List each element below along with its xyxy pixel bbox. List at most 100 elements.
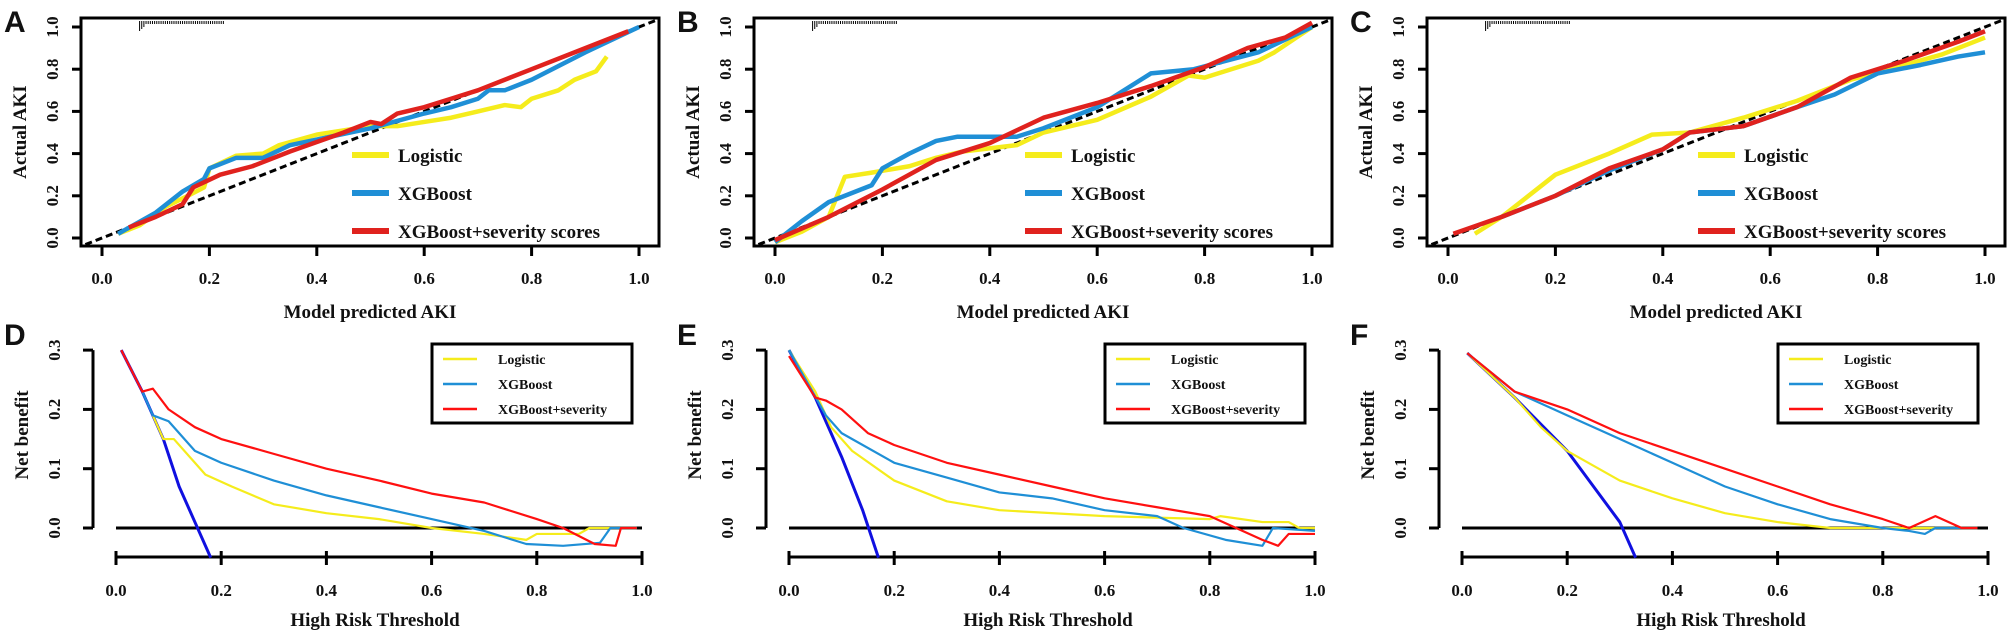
panel-e: E 0.0 0.2 0.4 0.6 0.8 1.0 0.0 0.1 0.2 0.3 High Risk… [677,319,1326,631]
legend-label: XGBoost+severity [1171,403,1280,418]
x-tick-label: 0.6 [1767,581,1788,600]
x-tick-label: 0.2 [199,269,220,288]
legend-label: XGBoost+severity [498,403,607,418]
series-line-logistic [117,55,609,236]
x-tick-label: 0.2 [872,269,893,288]
y-tick-label: 0.2 [43,185,62,206]
x-tick-label: 0.8 [526,581,547,600]
legend-label: XGBoost+severity scores [1071,222,1273,243]
panel-label: E [677,319,697,352]
series-line-logistic [788,349,1315,530]
x-tick-label: 0.0 [105,581,126,600]
panel-d: D 0.0 0.2 0.4 0.6 0.8 1.0 0.0 0.1 0.2 0.3 High Risk… [4,319,653,631]
x-tick-label: 0.8 [521,269,542,288]
panel-a: A 0.0 0.2 0.4 0.6 0.8 1.0 0.0 0.2 0.4 0.6 0.8 1.0 Mod… [4,6,661,323]
y-tick-label: 0.4 [716,142,735,164]
y-axis-title: Net benefit [12,390,33,480]
panel-label: C [1350,6,1372,39]
series-line-logistic [1466,352,1978,530]
y-tick-label: 0.6 [716,101,735,122]
x-axis-title: Model predicted AKI [284,302,457,323]
x-tick-label: 0.0 [1437,269,1458,288]
y-tick-label: 0.3 [45,339,64,360]
y-tick-label: 0.0 [1391,517,1410,538]
x-tick-label: 1.0 [1977,581,1998,600]
y-tick-label: 0.2 [1389,185,1408,206]
y-tick-label: 0.0 [45,517,64,538]
x-tick-label: 0.0 [1451,581,1472,600]
panel-f: F 0.0 0.2 0.4 0.6 0.8 1.0 0.0 0.1 0.2 0.3 High Risk… [1350,319,1999,631]
series-line-xgboost [788,349,1316,547]
series-line-xgboost-severity-scores [774,20,1314,243]
x-axis-title: Model predicted AKI [1630,302,1803,323]
x-tick-label: 0.0 [91,269,112,288]
x-tick-label: 0.6 [1087,269,1108,288]
series-line-logistic [774,25,1314,245]
x-tick-label: 0.6 [421,581,442,600]
x-tick-label: 0.4 [316,581,338,600]
panel-label: B [677,6,699,39]
y-axis-title: Actual AKI [1356,85,1377,178]
plot-frame [752,16,1334,248]
y-tick-label: 0.2 [718,399,737,420]
y-tick-label: 0.6 [43,101,62,122]
legend-label: XGBoost [398,184,473,205]
y-tick-label: 0.0 [43,227,62,248]
x-axis-title: High Risk Threshold [963,610,1133,631]
x-axis-title: High Risk Threshold [1636,610,1806,631]
x-tick-label: 0.4 [1652,269,1674,288]
legend-label: XGBoost [498,378,553,393]
series-line-logistic [151,414,637,541]
x-tick-label: 0.8 [1199,581,1220,600]
x-tick-label: 1.0 [1304,581,1325,600]
y-tick-label: 0.0 [1389,227,1408,248]
panel-b: B 0.0 0.2 0.4 0.6 0.8 1.0 0.0 0.2 0.4 0.6 0.8 1.0 Mod… [677,6,1334,323]
y-tick-label: 0.3 [718,339,737,360]
legend-label: Logistic [1171,353,1218,368]
y-tick-label: 1.0 [1389,16,1408,37]
legend-label: XGBoost [1171,378,1226,393]
y-tick-label: 0.6 [1389,101,1408,122]
series-line-xgboost-severity [120,349,637,547]
y-tick-label: 0.8 [716,59,735,80]
x-tick-label: 0.8 [1194,269,1215,288]
legend-label: XGBoost [1071,184,1146,205]
y-axis-title: Net benefit [1358,390,1379,480]
x-tick-label: 1.0 [1974,269,1995,288]
plot-area [1427,18,2005,246]
legend-label: Logistic [398,146,462,167]
x-tick-label: 0.0 [778,581,799,600]
y-tick-label: 0.8 [1389,59,1408,80]
x-tick-label: 0.4 [979,269,1001,288]
x-tick-label: 1.0 [1301,269,1322,288]
series-line-xgboost-severity [1466,352,1978,530]
x-tick-label: 0.0 [764,269,785,288]
y-tick-label: 0.8 [43,59,62,80]
legend-label: Logistic [1071,146,1135,167]
plot-area [81,18,659,246]
x-tick-label: 0.2 [884,581,905,600]
plot-frame [1425,16,2007,248]
y-tick-label: 1.0 [43,16,62,37]
x-tick-label: 0.6 [414,269,435,288]
legend-label: Logistic [1844,353,1891,368]
legend-label: Logistic [498,353,545,368]
series-line-xgboost [141,391,637,547]
y-tick-label: 0.4 [1389,142,1408,164]
x-tick-label: 0.2 [1545,269,1566,288]
y-axis-title: Actual AKI [683,85,704,178]
x-axis-title: High Risk Threshold [290,610,460,631]
y-axis-title: Net benefit [685,390,706,480]
y-tick-label: 0.0 [718,517,737,538]
y-tick-label: 0.1 [718,458,737,479]
x-tick-label: 0.4 [306,269,328,288]
y-tick-label: 1.0 [716,16,735,37]
legend-label: XGBoost+severity scores [398,222,600,243]
panel-label: A [4,6,26,39]
y-tick-label: 0.1 [1391,458,1410,479]
x-tick-label: 0.4 [1662,581,1684,600]
series-line-xgboost-severity-scores [1452,29,1986,236]
x-tick-label: 0.8 [1872,581,1893,600]
x-tick-label: 0.2 [211,581,232,600]
